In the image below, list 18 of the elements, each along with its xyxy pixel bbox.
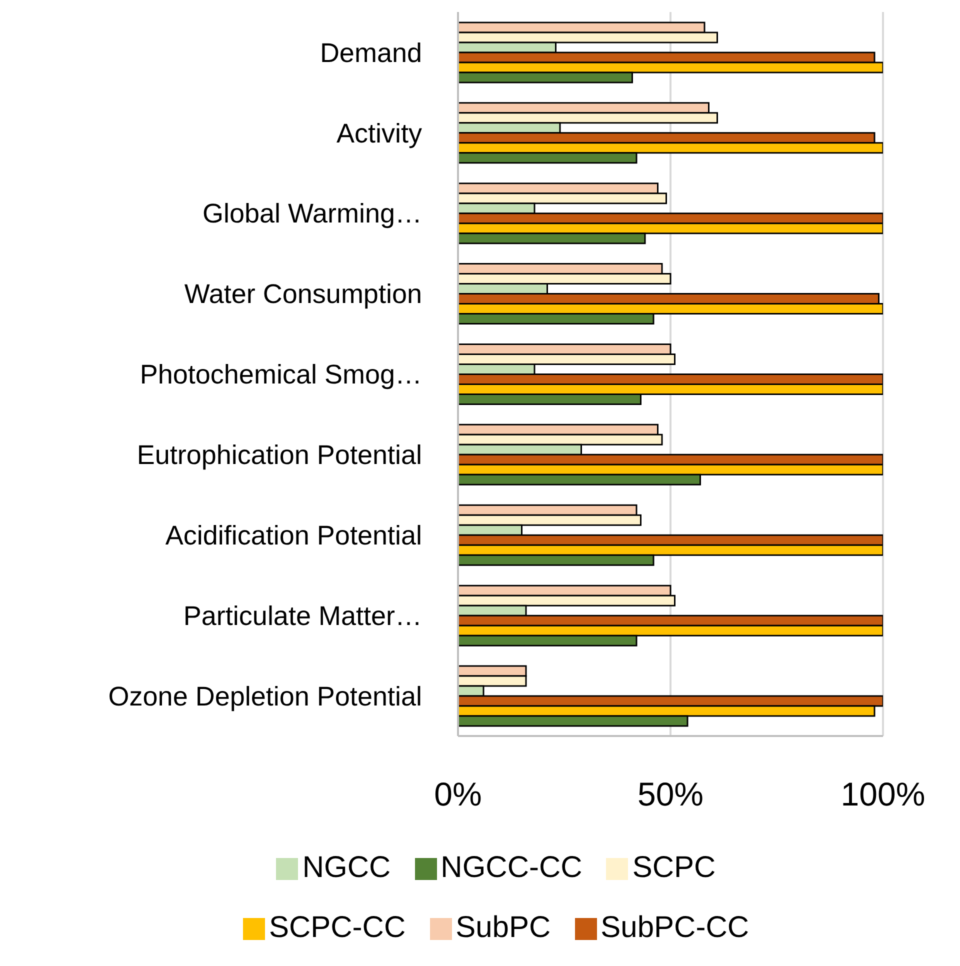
y-tick-label: Water Consumption	[184, 279, 422, 310]
legend-label: SCPC	[632, 851, 716, 884]
y-tick-label: Ozone Depletion Potential	[108, 681, 422, 712]
y-tick-label: Particulate Matter…	[183, 600, 422, 631]
x-tick-label: 100%	[840, 775, 926, 812]
y-tick-label: Demand	[320, 38, 422, 68]
y-tick-label: Acidification Potential	[165, 520, 422, 550]
y-tick-label: Global Warming…	[202, 198, 422, 229]
y-tick-label: Photochemical Smog…	[140, 360, 422, 390]
x-tick-label: 0%	[434, 775, 482, 812]
x-tick-label: 50%	[637, 775, 704, 812]
legend-label: SCPC-CC	[268, 911, 406, 944]
legend-label: NGCC	[302, 851, 391, 884]
legend-label: SubPC	[456, 911, 551, 944]
y-tick-label: Eutrophication Potential	[136, 440, 422, 470]
legend-label: SubPC-CC	[600, 911, 750, 944]
y-tick-label: Activity	[336, 118, 422, 148]
legend-label: NGCC-CC	[440, 851, 582, 884]
